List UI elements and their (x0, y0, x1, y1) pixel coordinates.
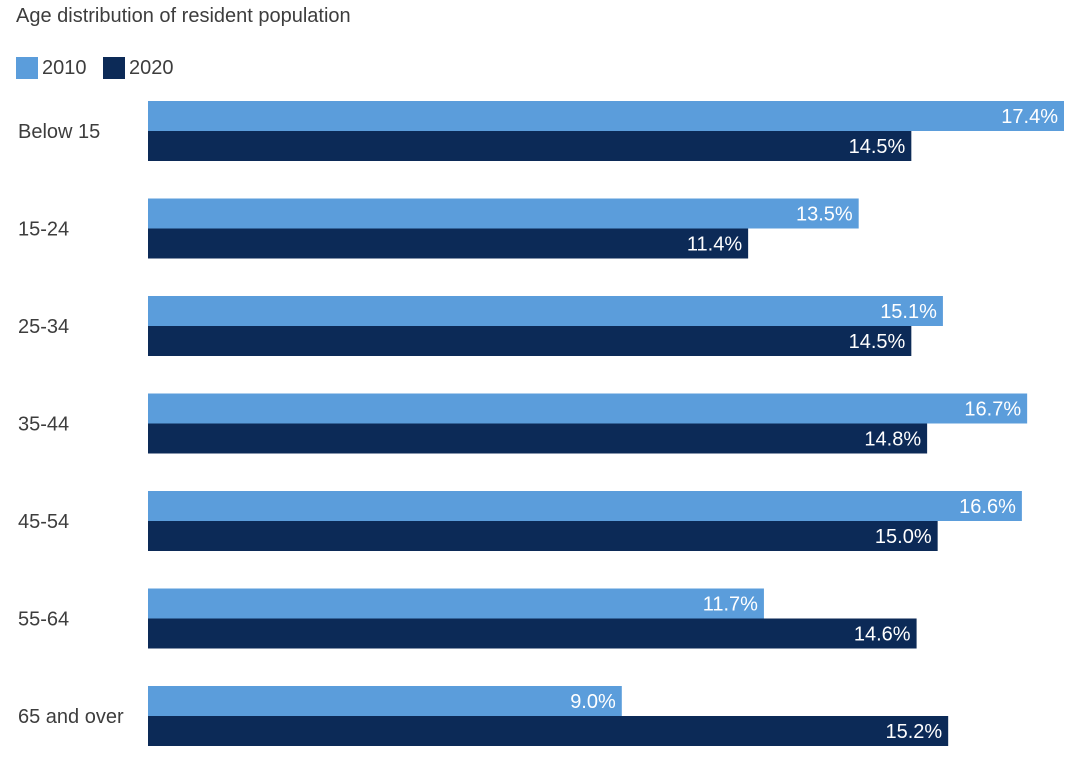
data-label-2020-35-44: 14.8% (864, 429, 921, 451)
data-label-2020-below-15: 14.5% (849, 136, 906, 158)
legend-label-2010: 2010 (42, 57, 87, 79)
data-label-2010-65-and-over: 9.0% (570, 691, 616, 713)
bar-2020-25-34 (148, 326, 912, 356)
data-label-2010-15-24: 13.5% (796, 204, 853, 226)
bar-2020-15-24 (148, 228, 749, 259)
bar-2010-15-24 (148, 198, 859, 229)
data-label-2010-25-34: 15.1% (880, 301, 937, 323)
legend-swatch-2020 (103, 57, 125, 79)
data-label-2010-45-54: 16.6% (959, 496, 1016, 518)
chart-title: Age distribution of resident population (16, 5, 351, 27)
legend-label-2020: 2020 (129, 57, 174, 79)
data-label-2020-25-34: 14.5% (849, 331, 906, 353)
bar-2020-45-54 (148, 521, 938, 551)
bar-2010-below-15 (148, 101, 1064, 131)
data-label-2010-below-15: 17.4% (1001, 106, 1058, 128)
bar-2020-35-44 (148, 423, 928, 454)
bar-2010-35-44 (148, 393, 1028, 424)
category-label-25-34: 25-34 (18, 316, 69, 338)
legend-swatch-2010 (16, 57, 38, 79)
bar-2020-55-64 (148, 618, 917, 649)
data-label-2010-55-64: 11.7% (703, 594, 758, 616)
data-label-2020-65-and-over: 15.2% (885, 721, 942, 743)
bar-2020-65-and-over (148, 716, 949, 746)
bar-2010-65-and-over (148, 686, 622, 716)
data-label-2020-15-24: 11.4% (687, 234, 742, 256)
data-label-2010-35-44: 16.7% (964, 399, 1021, 421)
bar-2010-55-64 (148, 588, 764, 619)
category-label-55-64: 55-64 (18, 609, 69, 631)
bar-2010-25-34 (148, 296, 943, 326)
category-label-45-54: 45-54 (18, 511, 69, 533)
category-label-65-and-over: 65 and over (18, 706, 124, 728)
bar-2010-45-54 (148, 491, 1022, 521)
data-label-2020-45-54: 15.0% (875, 526, 932, 548)
category-label-35-44: 35-44 (18, 414, 69, 436)
bar-2020-below-15 (148, 131, 912, 161)
category-label-below-15: Below 15 (18, 121, 100, 143)
category-label-15-24: 15-24 (18, 219, 69, 241)
data-label-2020-55-64: 14.6% (854, 624, 911, 646)
